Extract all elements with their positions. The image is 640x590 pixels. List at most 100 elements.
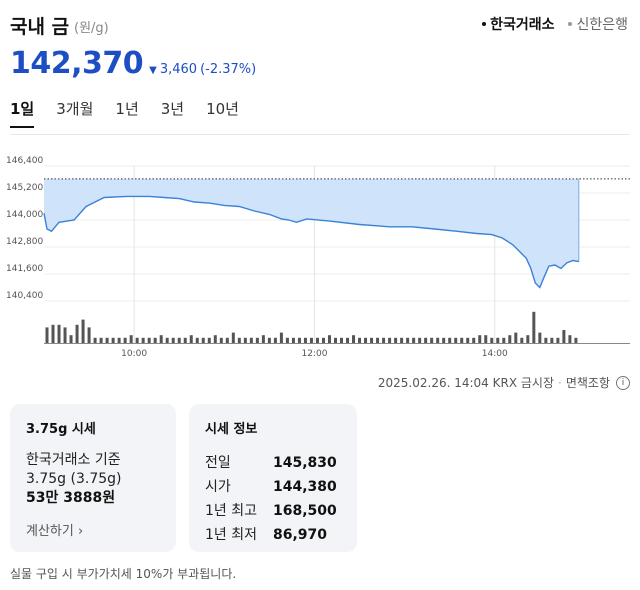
y-tick-label: 142,800 <box>6 237 43 247</box>
volume-bar <box>508 335 512 343</box>
volume-bar <box>51 324 55 343</box>
spot-card-title: 3.75g 시세 <box>26 422 96 437</box>
volume-bar <box>502 337 506 343</box>
volume-bar <box>117 337 121 343</box>
volume-bar <box>225 337 229 343</box>
tab-3y[interactable]: 3년 <box>160 100 185 118</box>
volume-bar <box>147 337 151 343</box>
volume-bar <box>309 337 313 343</box>
period-tabs: 1일 3개월 1년 3년 10년 <box>10 98 261 128</box>
header: 국내 금 (원/g) 한국거래소 신한은행 <box>10 10 630 40</box>
bullet-icon <box>568 22 573 26</box>
volume-bar <box>364 337 368 343</box>
volume-bar <box>195 337 199 343</box>
chart-meta: 2025.02.26. 14:04 KRX 금시장 · 면책조항 i <box>378 374 630 391</box>
info-value: 145,830 <box>273 455 337 471</box>
info-label: 시가 <box>205 479 231 495</box>
volume-bar <box>63 327 67 343</box>
volume-bar <box>550 337 554 343</box>
volume-bar <box>418 337 422 343</box>
price-info-card: 시세 정보 전일 145,830 시가 144,380 1년 최고 168,50… <box>189 404 357 552</box>
current-price: 142,370 <box>10 46 144 81</box>
volume-bar <box>183 337 187 343</box>
volume-bar <box>514 332 518 343</box>
volume-bar <box>424 337 428 343</box>
calculate-link[interactable]: 계산하기 › <box>26 524 84 539</box>
volume-bar <box>111 337 115 343</box>
volume-bar <box>69 335 73 343</box>
volume-bar <box>436 337 440 343</box>
info-label: 1년 최고 <box>205 503 257 519</box>
volume-bar <box>544 337 548 343</box>
volume-bar <box>376 337 380 343</box>
volume-bar <box>153 337 157 343</box>
tab-divider <box>10 134 630 135</box>
spot-weight: 3.75g (3.75g) <box>26 471 122 487</box>
x-tick-label: 10:00 <box>121 349 147 359</box>
source-shinhan[interactable]: 신한은행 <box>568 14 628 34</box>
volume-bar <box>213 335 217 343</box>
source-krx[interactable]: 한국거래소 <box>482 14 554 34</box>
volume-bar <box>448 337 452 343</box>
volume-bar <box>93 337 97 343</box>
volume-bar <box>171 337 175 343</box>
volume-bar <box>261 335 265 343</box>
timestamp: 2025.02.26. 14:04 KRX 금시장 <box>377 376 554 390</box>
volume-bar <box>526 335 530 343</box>
y-tick-label: 141,600 <box>6 264 43 274</box>
volume-bar <box>267 337 271 343</box>
volume-bar <box>460 337 464 343</box>
x-tick-label: 12:00 <box>301 349 327 359</box>
spot-price: 53만 3888원 <box>26 490 116 506</box>
volume-bar <box>520 337 524 343</box>
tab-10y[interactable]: 10년 <box>206 100 239 118</box>
volume-bar <box>87 327 91 343</box>
volume-bar <box>358 337 362 343</box>
volume-bar <box>285 337 289 343</box>
volume-bar <box>231 332 235 343</box>
volume-bar <box>484 335 488 343</box>
volume-bar <box>327 335 331 343</box>
volume-bar <box>568 335 572 343</box>
volume-bar <box>472 337 476 343</box>
price-change-percent: (-2.37%) <box>200 62 257 77</box>
volume-bar <box>99 337 103 343</box>
volume-bar <box>207 337 211 343</box>
volume-bar <box>159 335 163 343</box>
info-row-open: 시가 144,380 <box>205 475 341 499</box>
volume-bar <box>219 337 223 343</box>
tab-1d[interactable]: 1일 <box>10 98 35 128</box>
source-shinhan-label: 신한은행 <box>576 17 628 33</box>
volume-bar <box>123 337 127 343</box>
volume-bar <box>478 335 482 343</box>
y-tick-label: 145,200 <box>6 183 43 193</box>
price-change: 3,460 <box>159 62 198 77</box>
volume-bar <box>538 332 542 343</box>
volume-bar <box>496 337 500 343</box>
info-row-year-low: 1년 최저 86,970 <box>205 523 341 547</box>
y-tick-label: 140,400 <box>6 291 43 301</box>
tab-3m[interactable]: 3개월 <box>56 100 94 118</box>
volume-bar <box>243 337 247 343</box>
volume-bar <box>45 327 49 343</box>
triangle-down-icon: ▼ <box>149 65 157 76</box>
price-row: 142,370 ▼ 3,460 (-2.37%) <box>10 46 256 86</box>
volume-bar <box>340 337 344 343</box>
x-tick-label: 14:00 <box>482 349 508 359</box>
volume-bar <box>315 337 319 343</box>
volume-bar <box>430 337 434 343</box>
volume-bar <box>321 337 325 343</box>
price-area <box>44 178 579 288</box>
volume-bar <box>490 337 494 343</box>
info-value: 168,500 <box>273 503 337 519</box>
unit-label: (원/g) <box>74 21 109 36</box>
price-chart[interactable]: 146,400 145,200 144,000 142,800 141,600 140,4… <box>0 150 640 360</box>
tab-1y[interactable]: 1년 <box>115 100 139 118</box>
volume-bar <box>189 335 193 343</box>
volume-bar <box>412 337 416 343</box>
info-icon[interactable]: i <box>616 375 630 390</box>
disclaimer-link[interactable]: 면책조항 <box>565 376 610 390</box>
info-row-prev-close: 전일 145,830 <box>205 451 341 475</box>
volume-bar <box>370 337 374 343</box>
volume-bar <box>394 337 398 343</box>
